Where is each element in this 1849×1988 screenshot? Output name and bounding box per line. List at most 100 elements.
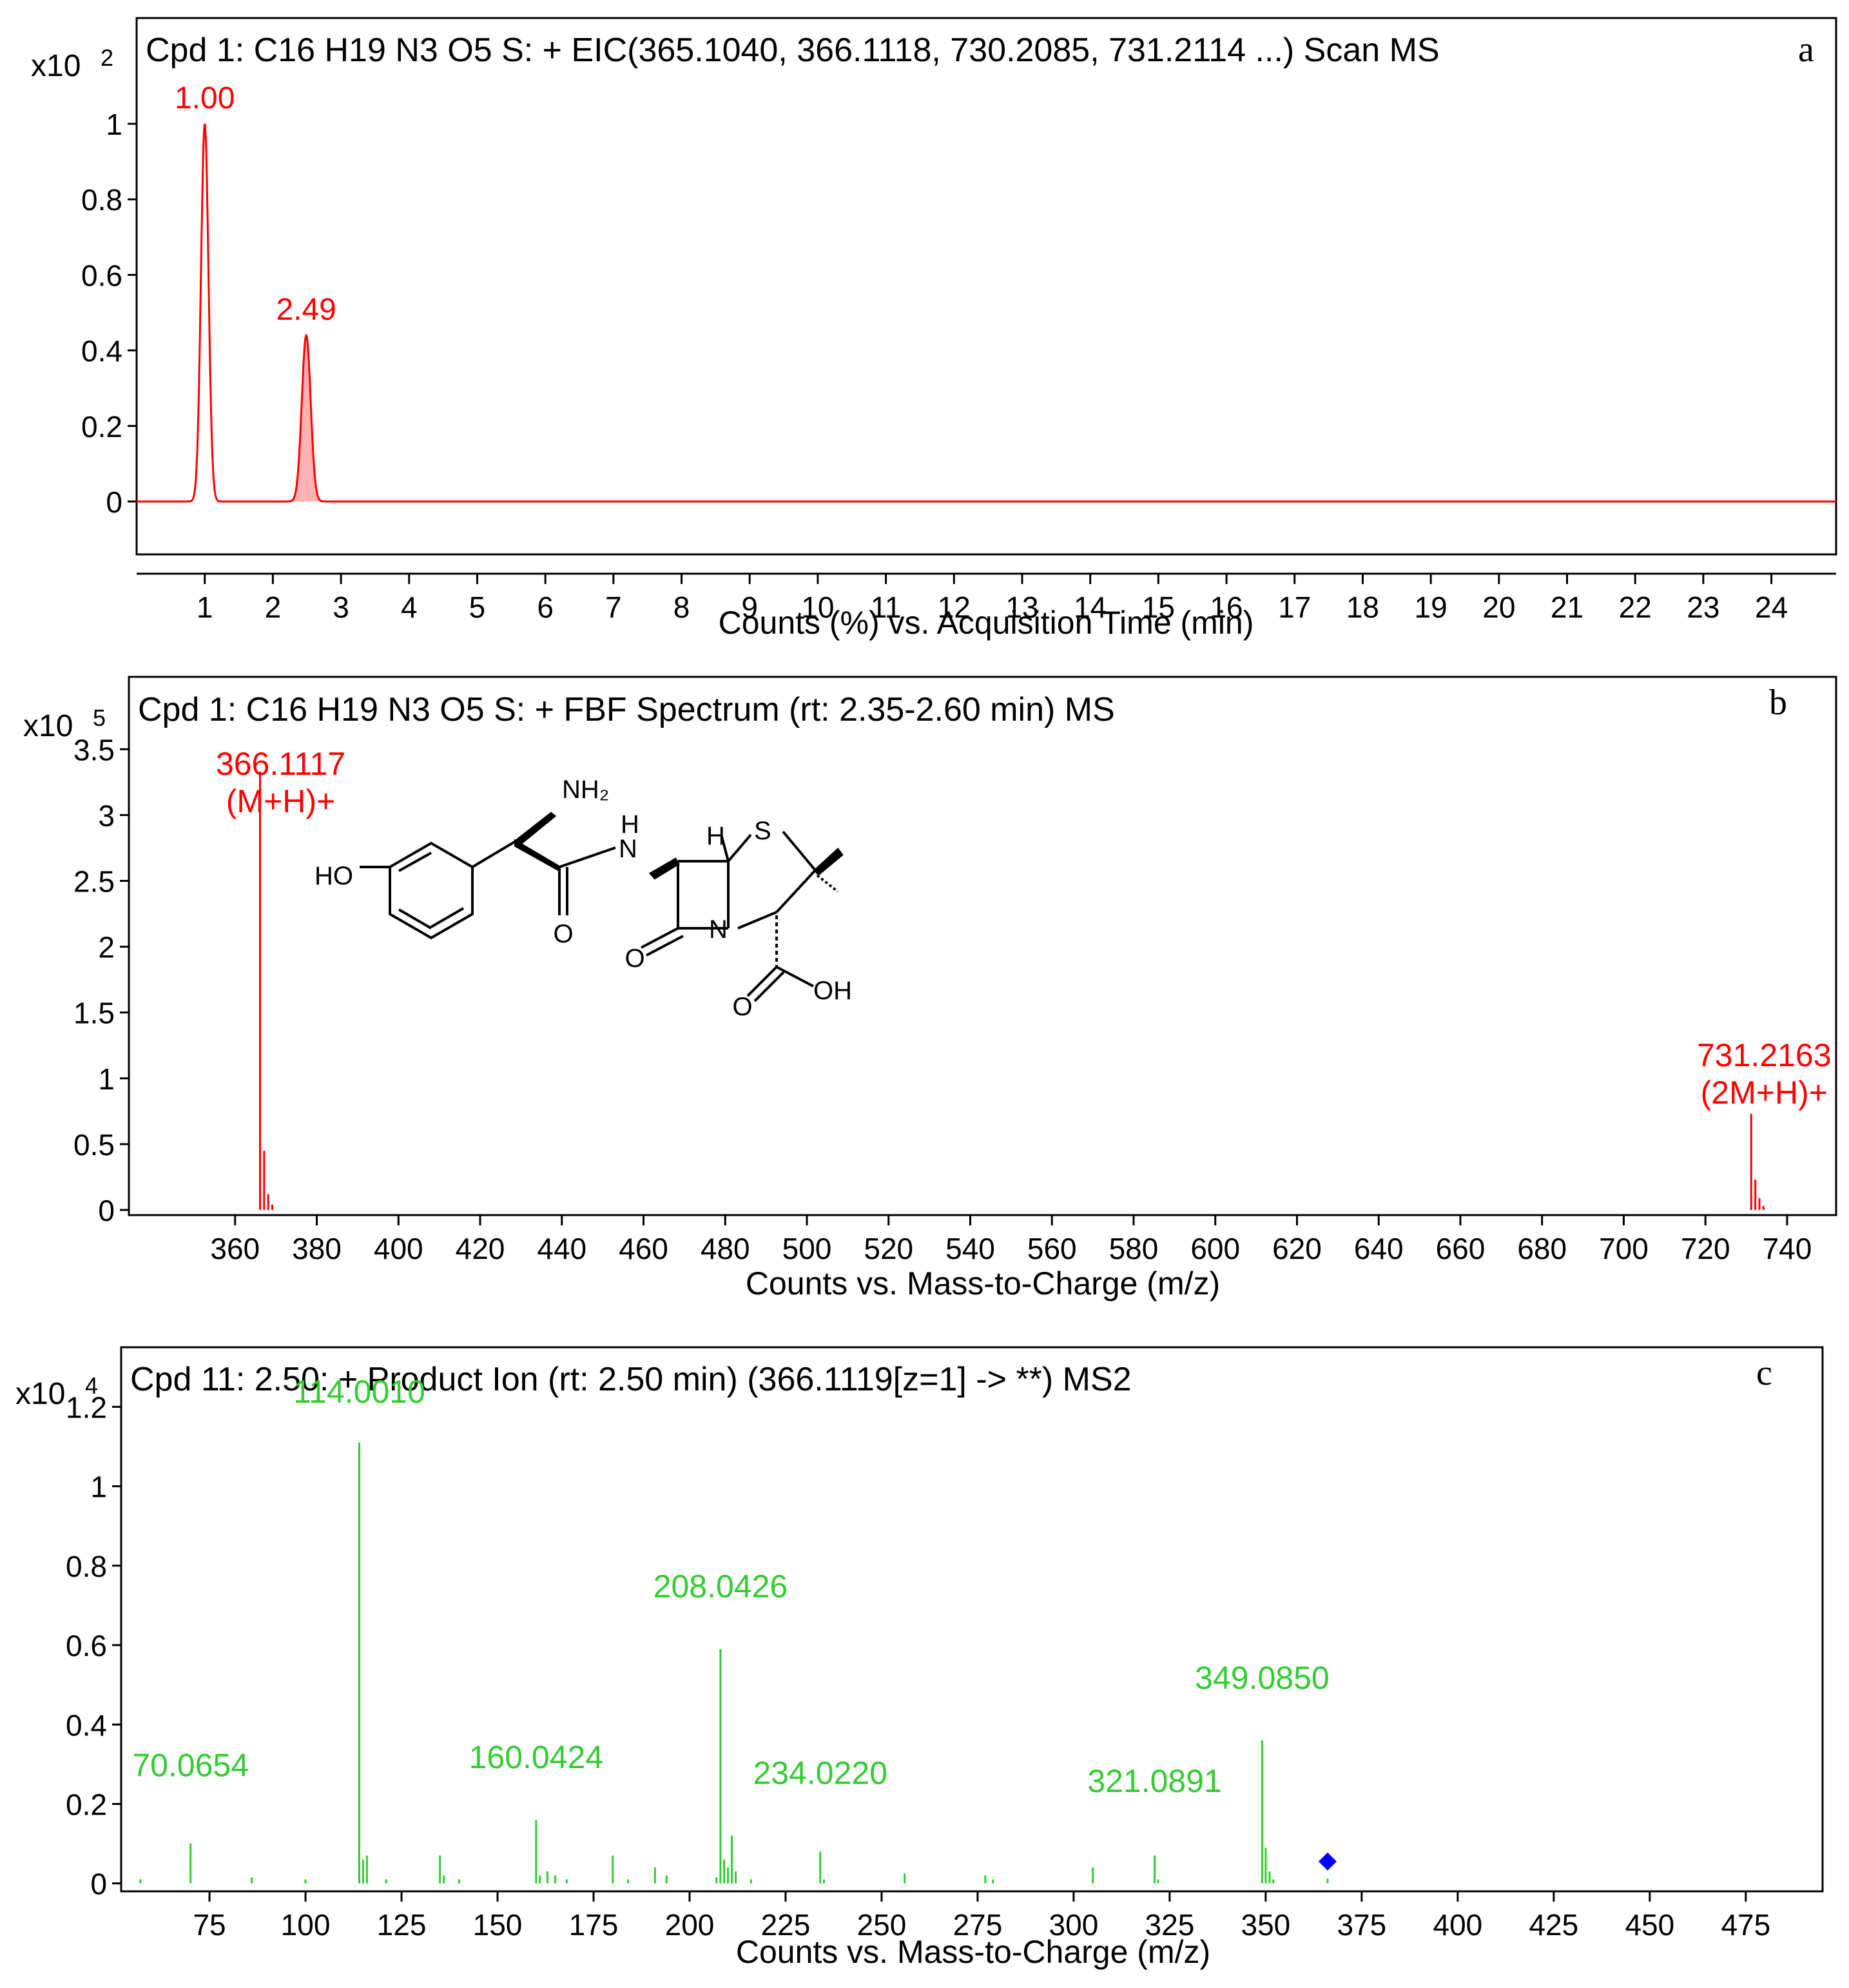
- panel-c-peak-label: 114.0010: [293, 1374, 425, 1410]
- panel-b-x-tick-label: 480: [701, 1232, 750, 1265]
- panel-c-x-axis: 75 100 125 150 175 200 225 250 275 300 325 350 375 40…: [121, 1890, 1823, 1942]
- panel-a-x-tick-label: 9: [741, 590, 758, 624]
- panel-a-y-tick-label: 1: [106, 108, 122, 141]
- panel-c-x-tick-label: 75: [193, 1908, 226, 1942]
- molecule-labels: NH₂ HO N H H S N O O O OH: [315, 775, 852, 1021]
- panel-b-multiplier-exponent: 5: [93, 705, 106, 731]
- panel-b-x-tick-label: 360: [210, 1232, 260, 1265]
- panel-b-y-axis: 0 0.5 1 1.5 2 2.5 3 3.5: [73, 733, 129, 1227]
- panel-c-y-tick-label: 1: [90, 1470, 107, 1504]
- molecule-label-s: S: [754, 817, 771, 845]
- precursor-marker-icon: [1318, 1852, 1337, 1871]
- panel-b-x-tick-label: 440: [537, 1232, 586, 1265]
- panel-b-peak-mz-label: 731.2163: [1697, 1037, 1832, 1073]
- molecule-label-oh: OH: [813, 977, 852, 1005]
- panel-a-y-tick-label: 0.8: [81, 183, 122, 217]
- panel-a-x-tick-label: 8: [673, 590, 690, 624]
- panel-c-x-tick-label: 300: [1049, 1908, 1099, 1942]
- panel-a-x-tick-label: 24: [1755, 590, 1788, 624]
- panel-b-peak-labels: 366.1117(M+H)+ 731.2163(2M+H)+: [216, 746, 1832, 1111]
- panel-b-x-tick-label: 380: [292, 1232, 342, 1265]
- panel-a-x-tick-label: 17: [1278, 590, 1311, 624]
- panel-c-x-tick-label: 325: [1145, 1908, 1195, 1942]
- panel-b-multiplier: x10: [23, 709, 73, 743]
- panel-c-y-axis: 0 0.2 0.4 0.6 0.8 1 1.2: [66, 1390, 121, 1901]
- panel-a-x-tick-label: 11: [871, 590, 902, 624]
- panel-c-x-tick-label: 450: [1625, 1908, 1674, 1942]
- panel-b-x-tick-label: 540: [945, 1232, 995, 1265]
- panel-c-peak-label: 160.0424: [469, 1739, 604, 1775]
- panel-c: Cpd 11: 2.50: + Product Ion (rt: 2.50 mi…: [15, 1346, 1824, 1970]
- panel-b-x-tick-label: 740: [1763, 1232, 1812, 1265]
- panel-c-plot-frame: [120, 1346, 1824, 1893]
- panel-b-x-tick-label: 680: [1517, 1232, 1567, 1265]
- panel-a-peak-label: 2.49: [276, 293, 336, 327]
- panel-a-x-tick-label: 1: [197, 590, 213, 624]
- panel-c-y-tick-label: 1.2: [66, 1390, 107, 1424]
- panel-c-y-tick-label: 0.8: [66, 1550, 107, 1583]
- molecule-label-lactam-o: O: [624, 944, 644, 973]
- panel-a-x-tick-label: 18: [1346, 590, 1379, 624]
- panel-b-x-tick-label: 640: [1354, 1232, 1404, 1265]
- panel-c-peak-label: 70.0654: [132, 1747, 249, 1783]
- panel-c-x-tick-label: 400: [1433, 1908, 1482, 1942]
- panel-c-peak-label: 349.0850: [1195, 1660, 1330, 1696]
- panel-a-y-tick-label: 0.2: [81, 410, 122, 443]
- panel-c-y-tick-label: 0.2: [66, 1788, 107, 1821]
- panel-a-x-tick-label: 20: [1482, 590, 1515, 624]
- panel-b-y-tick-label: 2.5: [73, 865, 115, 899]
- panel-b-x-tick-label: 560: [1027, 1232, 1077, 1265]
- panel-a-peak-fill: [288, 335, 324, 502]
- panel-b-x-tick-label: 500: [782, 1232, 832, 1265]
- panel-a-x-tick-label: 10: [801, 590, 834, 624]
- panel-a-x-tick-label: 23: [1687, 590, 1719, 624]
- panel-c-x-tick-label: 375: [1337, 1908, 1387, 1942]
- panel-b-x-tick-label: 700: [1599, 1232, 1649, 1265]
- panel-a-x-tick-label: 3: [333, 590, 349, 624]
- panel-c-x-tick-label: 350: [1241, 1908, 1291, 1942]
- panel-c-peak-label: 208.0426: [653, 1568, 788, 1604]
- panel-b-x-tick-label: 660: [1436, 1232, 1486, 1265]
- panel-a-y-tick-label: 0.6: [81, 258, 122, 292]
- panel-c-y-tick-label: 0: [90, 1867, 107, 1901]
- panel-a-x-tick-label: 16: [1210, 590, 1243, 624]
- panel-a-x-tick-label: 19: [1415, 590, 1447, 624]
- panel-c-letter: c: [1756, 1353, 1772, 1393]
- panel-c-x-label: Counts vs. Mass-to-Charge (m/z): [736, 1934, 1210, 1970]
- molecule-label-nh2: NH₂: [562, 775, 609, 804]
- panel-a-x-tick-label: 12: [938, 590, 971, 624]
- panel-c-x-tick-label: 200: [665, 1908, 715, 1942]
- panel-c-peak-label: 234.0220: [753, 1755, 887, 1791]
- panel-a-x-tick-label: 22: [1619, 590, 1652, 624]
- panel-a-x-tick-label: 5: [469, 590, 486, 624]
- panel-b-x-tick-label: 400: [374, 1232, 423, 1265]
- panel-c-x-tick-label: 225: [761, 1908, 811, 1942]
- panel-b-peak-mz-label: 366.1117: [216, 746, 345, 782]
- panel-c-x-tick-label: 275: [953, 1908, 1003, 1942]
- panel-a-x-label: Counts (%) vs. Acquisition Time (min): [719, 605, 1254, 641]
- molecule-label-ho: HO: [315, 862, 353, 890]
- panel-c-peak-labels: 70.0654 114.0010 160.0424 208.0426 234.0220 3…: [132, 1374, 1329, 1799]
- panel-b-y-tick-label: 2: [98, 931, 115, 964]
- panel-a-letter: a: [1798, 30, 1814, 70]
- panel-a-x-axis: 1 2 3 4 5 6 7 8 9 10 11 12 13 14 15 16 17 18 19 20 21 22 23 24: [137, 572, 1836, 624]
- panel-b-y-tick-label: 1: [98, 1062, 115, 1096]
- molecule-label-h: H: [706, 822, 725, 850]
- panel-a-y-tick-label: 0: [106, 485, 122, 519]
- panel-a-x-tick-label: 6: [537, 590, 554, 624]
- panel-b-x-tick-label: 520: [864, 1232, 913, 1265]
- panel-b-x-tick-label: 720: [1681, 1232, 1730, 1265]
- panel-a-x-tick-label: 13: [1005, 590, 1038, 624]
- panel-c-multiplier: x10: [15, 1377, 65, 1411]
- panel-a-plot-frame: [135, 17, 1837, 556]
- panel-a-chromatogram: 1.00 2.49: [137, 81, 1836, 503]
- panel-b-x-tick-label: 460: [619, 1232, 668, 1265]
- panel-a-x-tick-label: 15: [1142, 590, 1175, 624]
- panel-c-x-tick-label: 125: [377, 1908, 427, 1942]
- panel-a-multiplier: x10: [31, 49, 81, 83]
- panel-b-y-tick-label: 0.5: [73, 1128, 115, 1162]
- panel-b-plot-frame: [128, 676, 1837, 1216]
- panel-b-peak-ion-label: (2M+H)+: [1701, 1075, 1828, 1111]
- panel-b: Cpd 1: C16 H19 N3 O5 S: + FBF Spectrum (…: [23, 676, 1837, 1301]
